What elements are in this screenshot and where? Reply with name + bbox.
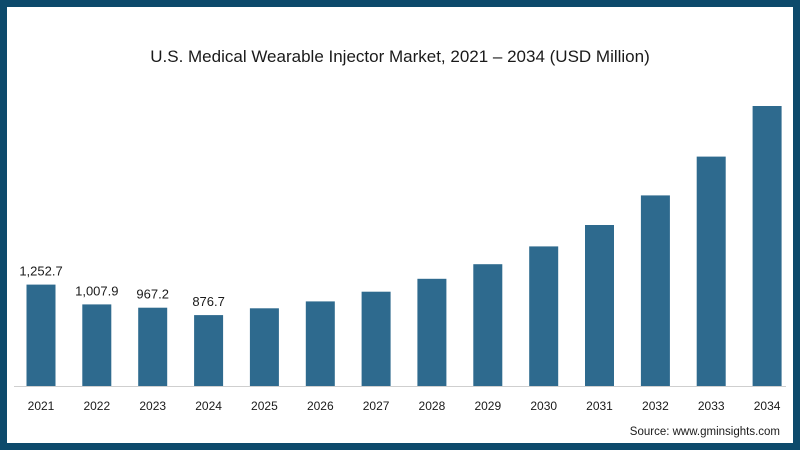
bar-2032 bbox=[640, 195, 670, 386]
bar-2024 bbox=[194, 315, 224, 386]
data-label-2021: 1,252.7 bbox=[19, 264, 62, 279]
x-tick-label-2027: 2027 bbox=[363, 399, 390, 413]
x-tick-label-2032: 2032 bbox=[642, 399, 669, 413]
bar-2022 bbox=[82, 304, 112, 386]
bars-group bbox=[26, 106, 782, 386]
x-tick-label-2022: 2022 bbox=[83, 399, 110, 413]
x-tick-label-2031: 2031 bbox=[586, 399, 613, 413]
bar-2021 bbox=[26, 284, 56, 386]
data-label-2022: 1,007.9 bbox=[75, 283, 118, 298]
x-tick-label-2025: 2025 bbox=[251, 399, 278, 413]
bar-2030 bbox=[529, 246, 559, 386]
x-tick-label-2021: 2021 bbox=[28, 399, 55, 413]
x-tick-label-2028: 2028 bbox=[419, 399, 446, 413]
bar-2034 bbox=[752, 106, 782, 386]
bar-2025 bbox=[249, 308, 279, 386]
bar-2033 bbox=[696, 156, 726, 386]
x-tick-label-2030: 2030 bbox=[530, 399, 557, 413]
bar-2031 bbox=[585, 225, 614, 386]
x-tick-label-2033: 2033 bbox=[698, 399, 725, 413]
bar-2027 bbox=[361, 291, 391, 386]
x-tick-label-2034: 2034 bbox=[754, 399, 781, 413]
bar-2023 bbox=[138, 307, 168, 386]
source-note: Source: www.gminsights.com bbox=[629, 426, 780, 438]
x-tick-label-2029: 2029 bbox=[474, 399, 501, 413]
bar-2029 bbox=[473, 264, 503, 386]
data-label-2023: 967.2 bbox=[136, 287, 169, 302]
x-tick-labels: 2021 2022 2023 2024 2025 2026 2027 2028 2029 2030… bbox=[28, 399, 781, 413]
x-tick-label-2026: 2026 bbox=[307, 399, 334, 413]
bar-2028 bbox=[417, 278, 447, 386]
data-label-2024: 876.7 bbox=[192, 294, 225, 309]
chart-title: U.S. Medical Wearable Injector Market, 2… bbox=[150, 47, 650, 66]
bar-2026 bbox=[305, 301, 335, 386]
x-tick-label-2024: 2024 bbox=[195, 399, 222, 413]
data-labels: 1,252.7 1,007.9 967.2 876.7 bbox=[19, 264, 225, 310]
x-tick-label-2023: 2023 bbox=[139, 399, 166, 413]
